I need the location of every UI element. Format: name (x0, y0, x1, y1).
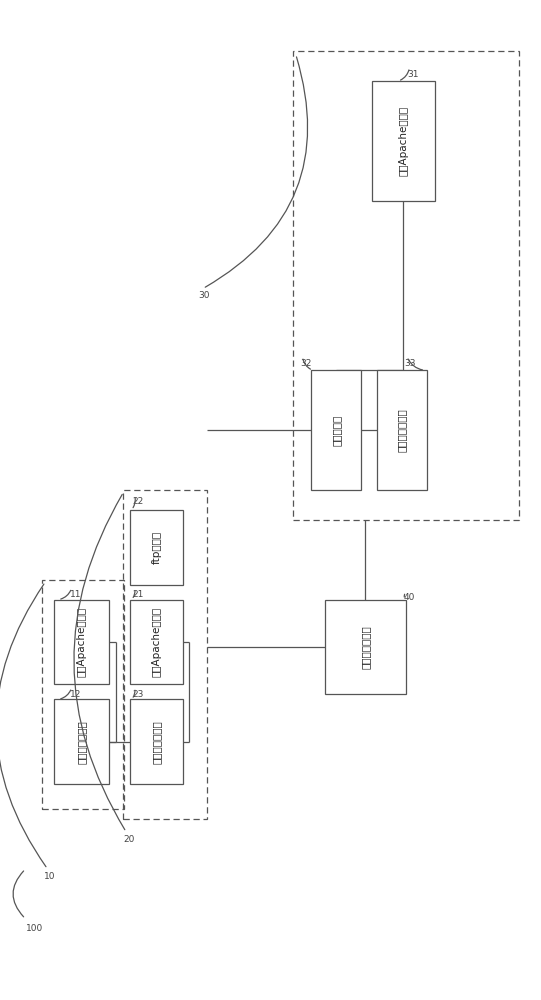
Bar (377, 370, 427, 490)
Text: 22: 22 (133, 497, 144, 506)
Text: 33: 33 (404, 359, 416, 368)
Bar (312, 370, 361, 490)
Text: ftp服务器: ftp服务器 (151, 531, 162, 564)
Text: 20: 20 (123, 835, 135, 844)
Bar (42, 580, 124, 809)
Text: 30: 30 (199, 291, 210, 300)
Text: 21: 21 (133, 590, 144, 599)
Bar (130, 510, 183, 585)
Bar (123, 490, 207, 819)
Text: 100: 100 (25, 924, 43, 933)
Bar (325, 600, 406, 694)
Bar (130, 600, 183, 684)
Text: 数据服务器单元: 数据服务器单元 (360, 625, 370, 669)
Text: 40: 40 (403, 593, 414, 602)
Text: 报表服务器: 报表服务器 (331, 415, 341, 446)
Text: 第一Apache服务器: 第一Apache服务器 (77, 607, 87, 677)
Bar (372, 81, 435, 201)
Text: 32: 32 (300, 359, 311, 368)
Text: 第二应用服务器: 第二应用服务器 (397, 408, 407, 452)
Bar (130, 699, 183, 784)
Text: 23: 23 (133, 690, 144, 699)
Bar (293, 51, 519, 520)
Text: 11: 11 (70, 590, 82, 599)
Text: 第三Apache服务器: 第三Apache服务器 (398, 106, 408, 176)
Text: 31: 31 (407, 70, 419, 79)
Text: 内容管理服务器: 内容管理服务器 (77, 720, 87, 764)
Bar (55, 699, 109, 784)
Text: 第二Apache服务器: 第二Apache服务器 (151, 607, 162, 677)
Bar (55, 600, 109, 684)
Text: 10: 10 (44, 872, 56, 881)
Text: 第一应用服务器: 第一应用服务器 (151, 720, 162, 764)
Text: 12: 12 (70, 690, 82, 699)
